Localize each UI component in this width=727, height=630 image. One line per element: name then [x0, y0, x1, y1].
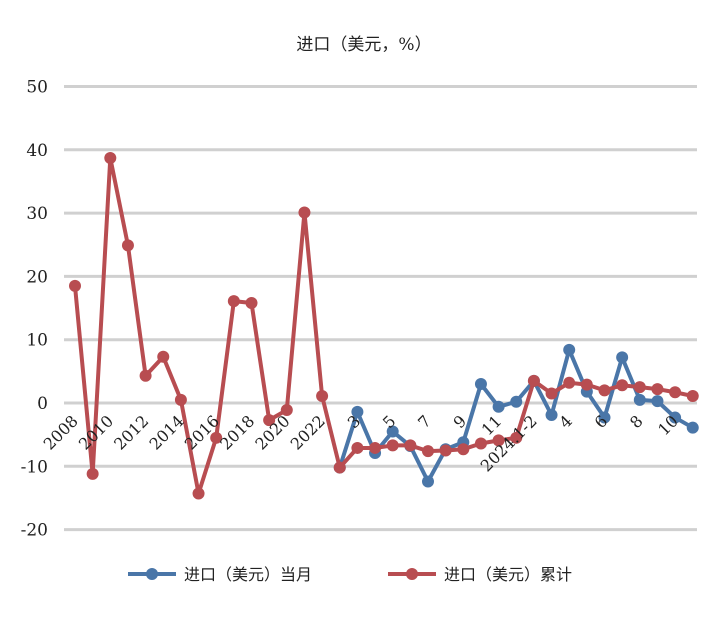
gridlines [64, 85, 697, 532]
data-point [280, 403, 293, 416]
data-point [333, 461, 346, 474]
data-point [686, 390, 699, 403]
data-point [616, 379, 629, 392]
y-tick-label: 10 [26, 331, 48, 351]
legend: 进口（美元）当月 进口（美元）累计 [128, 565, 572, 584]
data-point [86, 467, 99, 480]
data-point [510, 395, 523, 408]
data-point [386, 439, 399, 452]
data-point [686, 421, 699, 434]
data-point [598, 384, 611, 397]
legend-item-series-1: 进口（美元）累计 [388, 565, 572, 584]
data-point [669, 411, 682, 424]
data-point [316, 390, 329, 403]
y-tick-label: 50 [26, 78, 48, 98]
x-tick-label: 7 [414, 411, 435, 432]
data-point [563, 343, 576, 356]
series-line-0 [337, 347, 694, 484]
legend-label-series-1: 进口（美元）累计 [444, 565, 572, 584]
data-point [580, 378, 593, 391]
data-point [69, 279, 81, 292]
y-axis-ticks: -20 -10 0 10 20 30 40 50 [21, 78, 48, 541]
x-tick-label: 2008 [40, 411, 82, 453]
data-point [439, 444, 452, 457]
data-point [192, 487, 205, 500]
legend-marker-blue [146, 568, 158, 580]
data-point [139, 369, 152, 382]
data-point [263, 414, 276, 427]
data-point [669, 386, 682, 399]
data-point [457, 443, 470, 456]
data-point [545, 409, 558, 422]
x-tick-label: 2018 [216, 411, 258, 453]
data-point [298, 206, 311, 219]
data-point [157, 350, 170, 363]
legend-marker-red [406, 568, 418, 580]
data-point [633, 381, 646, 394]
y-tick-label: -10 [21, 457, 48, 477]
data-point [474, 378, 487, 391]
data-point [422, 445, 434, 458]
data-point [492, 400, 505, 413]
data-point [474, 437, 487, 450]
data-point [492, 434, 505, 447]
y-tick-label: 0 [37, 394, 48, 414]
data-point [545, 387, 558, 400]
data-point [633, 393, 646, 406]
data-point [510, 431, 523, 444]
x-tick-label: 2020 [251, 411, 293, 453]
data-point [245, 296, 258, 309]
x-tick-label: 8 [626, 411, 647, 432]
x-tick-label: 4 [555, 411, 576, 432]
data-point [422, 475, 434, 488]
y-tick-label: 20 [26, 267, 48, 287]
series-1 [69, 152, 699, 500]
data-point [563, 376, 576, 389]
x-tick-label: 2022 [287, 411, 329, 453]
data-point [386, 425, 399, 438]
data-point [404, 439, 417, 452]
data-point [616, 351, 629, 364]
data-point [651, 395, 664, 408]
data-point [210, 431, 223, 444]
y-tick-label: 30 [26, 204, 48, 224]
data-point [527, 374, 540, 387]
y-tick-label: -20 [21, 521, 48, 541]
legend-label-series-0: 进口（美元）当月 [184, 565, 312, 584]
x-tick-label: 2012 [110, 411, 152, 453]
x-tick-label: 2014 [146, 411, 188, 453]
data-point [598, 411, 611, 424]
y-tick-label: 40 [26, 141, 48, 161]
data-point [351, 441, 364, 454]
data-point [351, 405, 364, 418]
series-lines [69, 152, 699, 500]
data-point [227, 295, 240, 308]
data-point [104, 152, 117, 165]
legend-item-series-0: 进口（美元）当月 [128, 565, 312, 584]
chart-title: 进口（美元，%） [296, 35, 431, 55]
data-point [651, 383, 664, 396]
data-point [174, 393, 187, 406]
data-point [369, 441, 382, 454]
data-point [121, 239, 134, 252]
